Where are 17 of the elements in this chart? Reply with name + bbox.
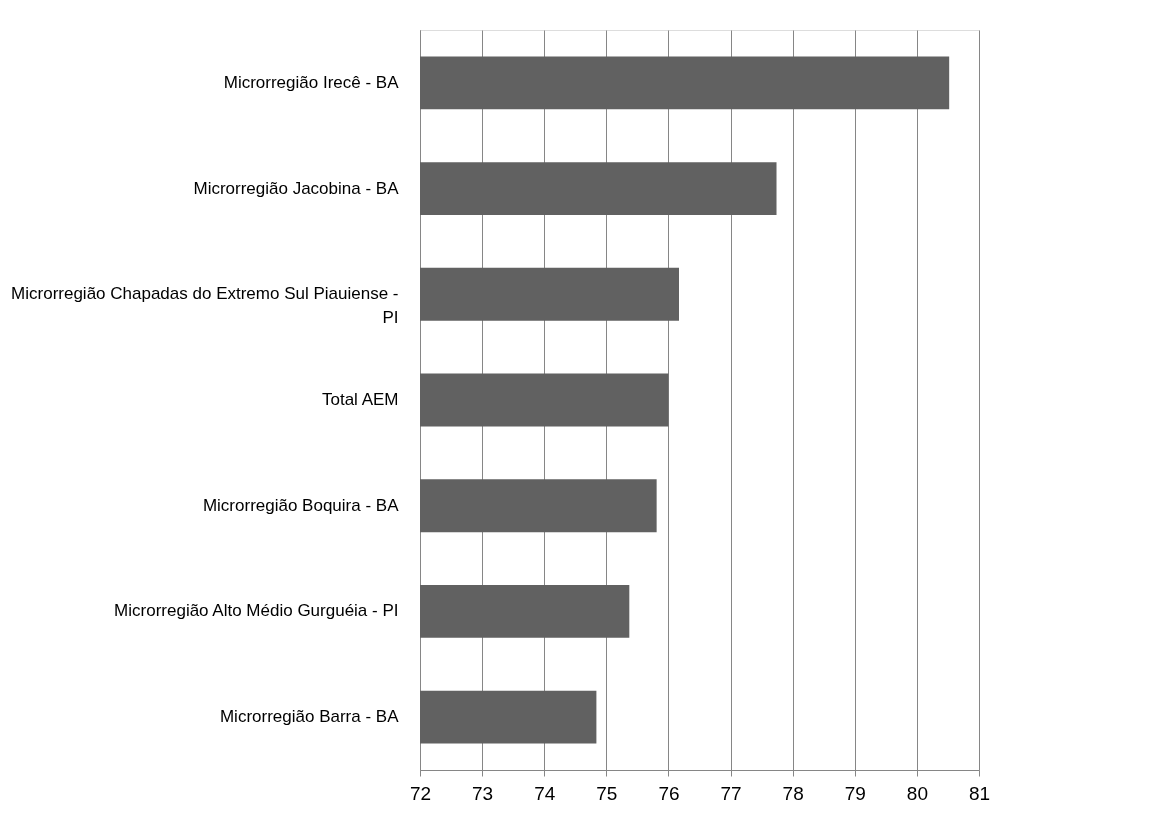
x-tick-label: 79 <box>844 782 866 804</box>
x-tick-label: 72 <box>409 782 432 804</box>
x-tick-label: 80 <box>906 782 928 804</box>
x-tick-label: 81 <box>968 782 991 804</box>
x-tick-label: 75 <box>596 782 618 804</box>
y-tick-label: Microrregião Irecê - BA <box>223 72 400 92</box>
y-tick-label: Total AEM <box>321 390 399 409</box>
x-tick-label: 78 <box>782 782 804 804</box>
x-tick-label: 74 <box>534 782 556 804</box>
y-tick-label: Microrregião Alto Médio Gurguéia - PI <box>114 601 399 621</box>
x-tick-label: 76 <box>658 782 680 804</box>
y-tick-label: Microrregião Barra - BA <box>219 707 400 727</box>
x-tick-label: 77 <box>720 782 742 804</box>
y-tick-label: Microrregião Boquira - BA <box>202 495 400 515</box>
y-tick-label: Microrregião Chapadas do Extremo Sul Piauiense - PI <box>11 284 399 328</box>
y-tick-label: Microrregião Jacobina - BA <box>193 178 400 198</box>
x-tick-label: 73 <box>472 782 494 804</box>
